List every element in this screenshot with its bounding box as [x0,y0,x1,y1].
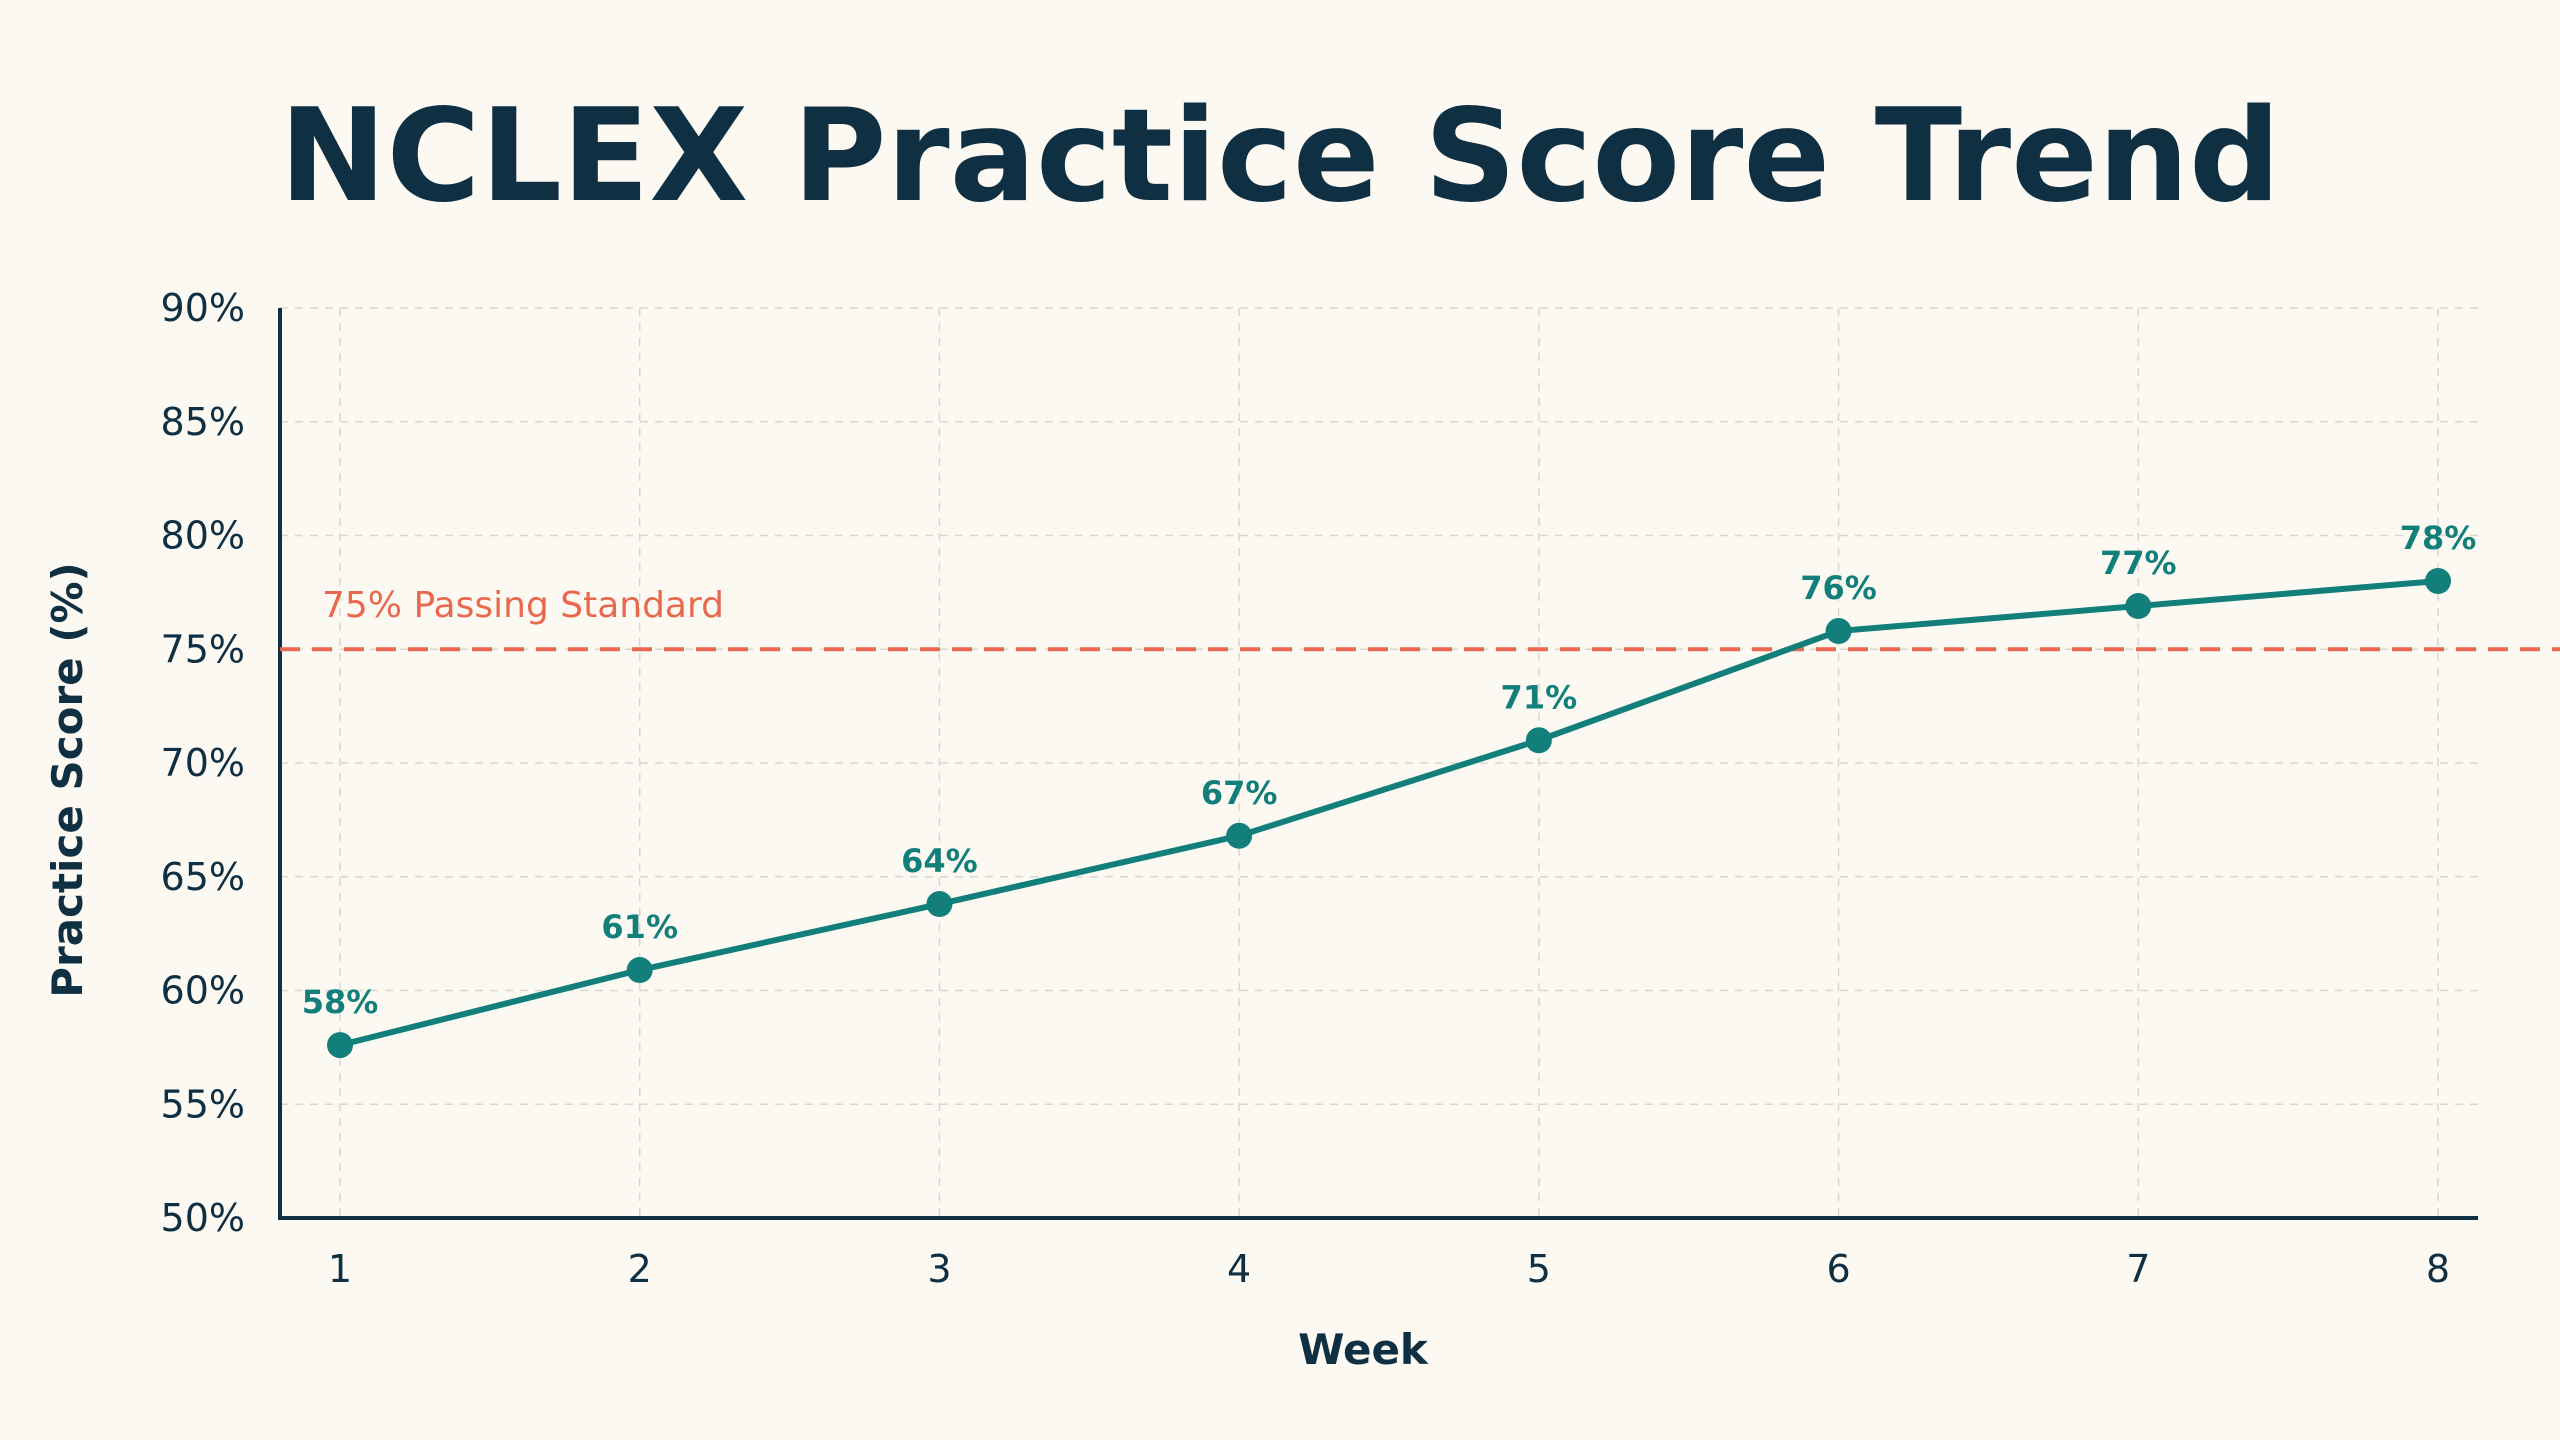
y-tick-label: 60% [161,969,245,1013]
y-tick-label: 90% [161,286,245,330]
chart-title: NCLEX Practice Score Trend [279,82,2280,231]
data-label: 67% [1201,774,1278,812]
x-tick-label: 1 [328,1247,352,1291]
data-label: 78% [2400,519,2477,557]
data-point [327,1032,353,1059]
y-tick-label: 85% [161,400,245,444]
x-tick-label: 4 [1227,1247,1251,1291]
data-point [2425,568,2451,594]
x-tick-label: 2 [628,1247,652,1291]
data-point [626,957,653,984]
y-axis-title: Practice Score (%) [43,562,92,998]
y-tick-label: 70% [161,741,245,785]
data-point [1226,822,1253,849]
data-label: 64% [901,842,978,880]
y-tick-label: 65% [161,855,245,899]
data-label: 76% [1800,569,1877,607]
y-tick-label: 55% [161,1082,245,1126]
y-tick-label: 80% [161,514,245,558]
x-tick-label: 3 [927,1247,951,1291]
data-label: 77% [2100,544,2177,582]
series-group: 58% 61% 64% 67% 71% 76% 77% 78% [302,519,2477,1059]
passing-standard-label: 75% Passing Standard [322,585,724,626]
data-point [2125,593,2152,620]
x-tick-label: 8 [2426,1247,2450,1291]
x-tick-label: 5 [1527,1247,1551,1291]
axes [278,308,2478,1220]
series-line [337,578,2441,1049]
data-label: 58% [302,983,379,1021]
x-axis-title: Week [1298,1325,1429,1374]
reference-line-group: 75% Passing Standard [280,585,2560,652]
grid [280,307,2478,1218]
data-label: 61% [601,908,678,946]
data-label: 71% [1501,678,1578,716]
y-tick-label: 50% [161,1196,245,1240]
data-point [1825,618,1852,645]
x-tick-label: 7 [2126,1247,2150,1291]
data-point [1525,727,1552,754]
y-tick-label: 75% [161,627,245,671]
data-point [926,891,953,918]
tick-labels: 50% 55% 60% 65% 70% 75% 80% 85% 90% 1 2 3 4 5 6 7 8 [161,286,2451,1291]
x-tick-label: 6 [1826,1247,1850,1291]
